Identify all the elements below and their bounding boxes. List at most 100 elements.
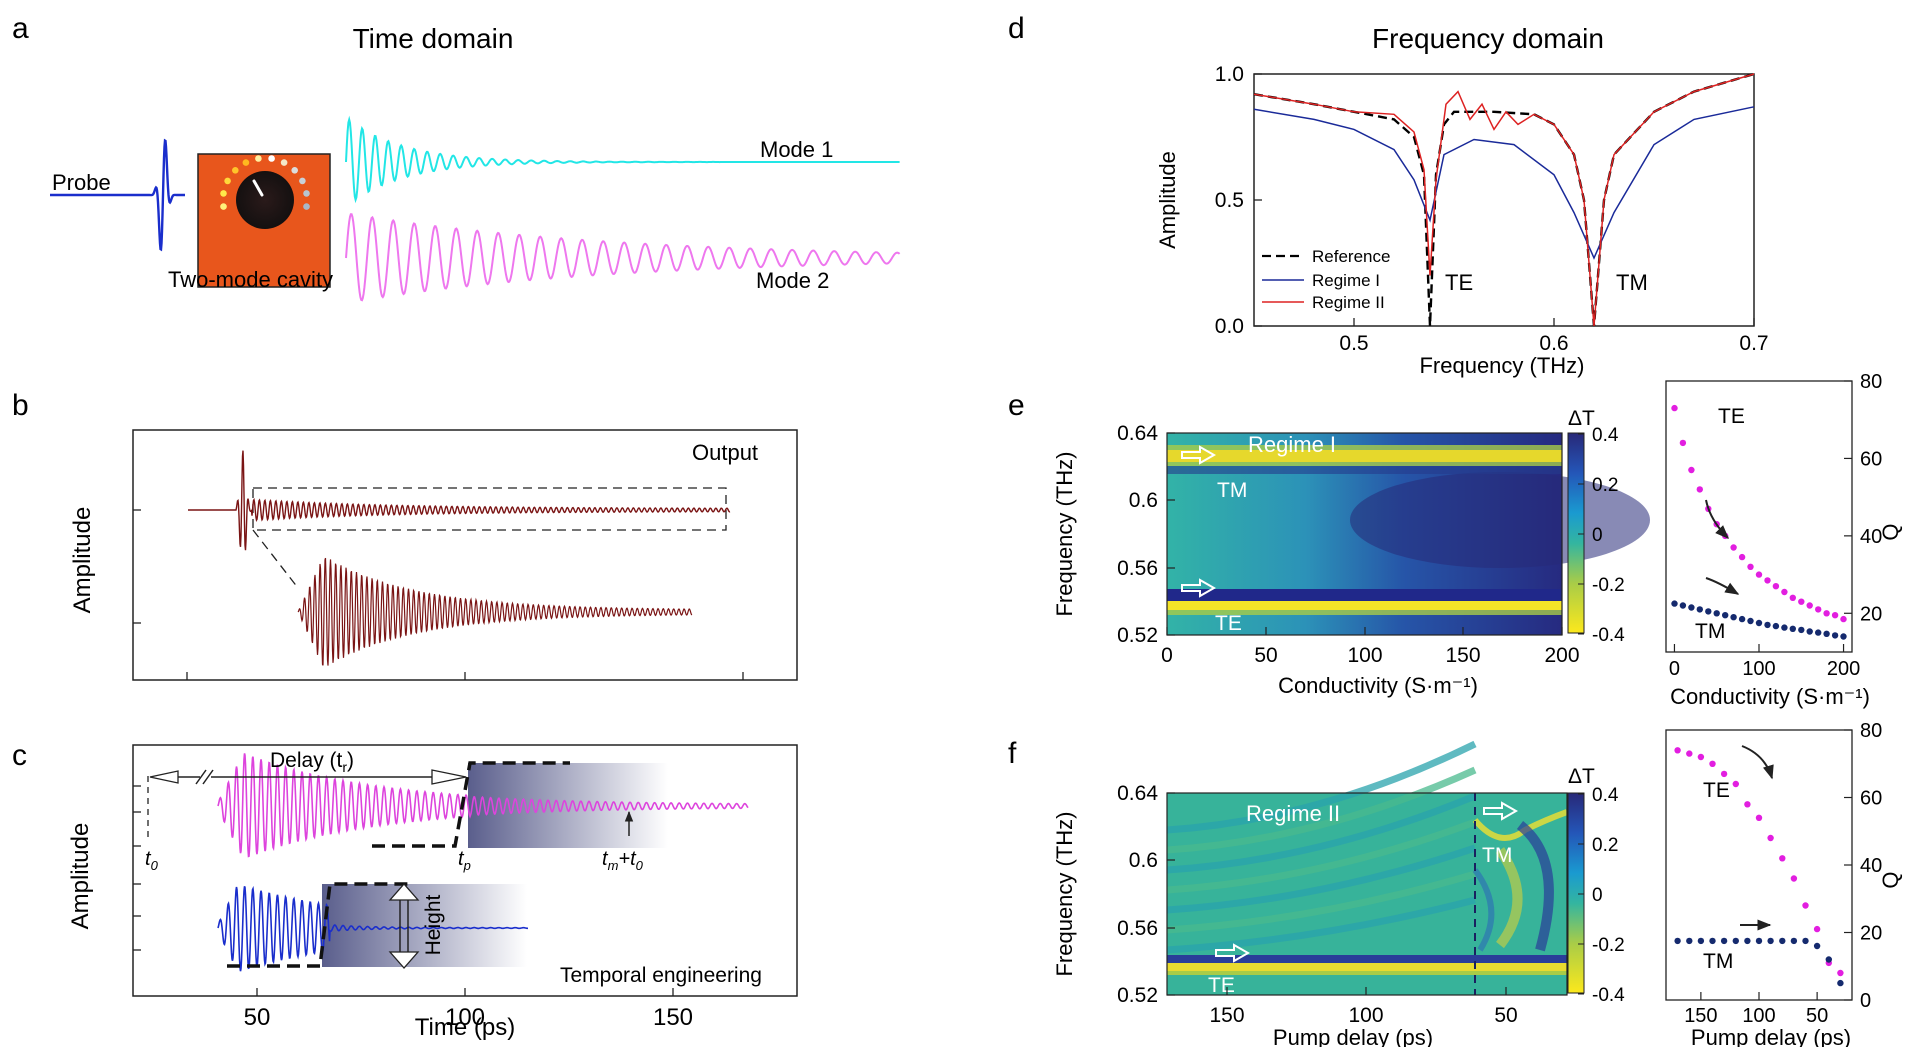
q-e-xtick: 0	[1669, 658, 1680, 680]
panel-f-ylabel: Frequency (THz)	[1052, 811, 1077, 976]
q-point-te	[1806, 602, 1813, 609]
panel-e-xtick: 200	[1544, 644, 1579, 667]
panel-f-ytick: 0.52	[1117, 984, 1158, 1007]
time-window-top	[468, 763, 668, 848]
panel-f-xtick: 150	[1209, 1004, 1244, 1027]
q-point-tm	[1747, 617, 1754, 625]
q-point-tm	[1825, 956, 1833, 963]
panel-e-ytick: 0.56	[1117, 557, 1158, 580]
step-window-bottom	[227, 882, 410, 968]
panel-c-xtick: 50	[244, 1004, 271, 1031]
panel-e-xtick: 100	[1347, 644, 1382, 667]
q-e-ytick: 80	[1860, 371, 1882, 393]
panel-d-ytick: 0.5	[1215, 189, 1244, 212]
q-point-tm	[1720, 937, 1728, 945]
q-f-xtick: 50	[1806, 1005, 1828, 1027]
colorbar-tick: -0.2	[1592, 935, 1625, 956]
panel-d: d Frequency domain Amplitude 0.5 0.6 0.70.…	[1008, 12, 1769, 378]
q-point-tm	[1798, 626, 1805, 634]
dial-dot	[299, 177, 306, 185]
q-point-tm	[1744, 937, 1751, 945]
colorbar-tick: 0	[1592, 525, 1603, 546]
q-f-xtick: 150	[1684, 1005, 1717, 1027]
panel-c-xticks: 50 100 150	[244, 988, 693, 1031]
q-point-tm	[1837, 979, 1844, 987]
panel-d-legend: Reference Regime I Regime II	[1262, 247, 1390, 312]
colorbar-tick: -0.4	[1592, 985, 1625, 1006]
panel-e-ytick: 0.52	[1117, 624, 1158, 647]
q-e-xtick: 100	[1742, 658, 1775, 680]
panel-letter-a: a	[12, 12, 29, 45]
colorbar-f-ticks: 0.4 0.2 0 -0.2 -0.4	[1578, 785, 1625, 1006]
q-point-te	[1686, 750, 1693, 757]
q-plot-e-ticks: 0 100 200 80 60 40 20	[1669, 371, 1882, 680]
dial-dot	[232, 167, 239, 174]
probe-label: Probe	[52, 170, 111, 195]
q-point-tm	[1688, 604, 1695, 611]
dial-dot	[224, 177, 231, 185]
q-point-tm	[1767, 937, 1774, 945]
panel-letter-e: e	[1008, 389, 1025, 422]
q-point-te	[1755, 814, 1763, 821]
panel-a-title: Time domain	[353, 23, 514, 54]
legend-regime-2: Regime II	[1312, 293, 1385, 312]
q-point-te	[1696, 486, 1704, 493]
delay-label: Delay (tr)	[270, 749, 354, 775]
panel-d-xtick: 0.5	[1339, 332, 1368, 355]
q-point-tm	[1730, 614, 1737, 621]
q-point-te	[1697, 753, 1705, 761]
q-point-te	[1831, 612, 1839, 619]
panel-d-xlabel: Frequency (THz)	[1419, 353, 1584, 378]
colorbar-f-label: ΔT	[1568, 765, 1595, 788]
q-e-ytick: 20	[1860, 603, 1882, 625]
series-line-reference	[1253, 72, 1755, 327]
panel-e-xtick: 150	[1445, 644, 1480, 667]
panel-c-ticks	[133, 785, 141, 951]
panel-letter-b: b	[12, 389, 29, 422]
q-point-tm	[1755, 937, 1763, 945]
q-plot-e-points	[1671, 404, 1847, 640]
series-line-regime-i	[1253, 106, 1755, 260]
q-point-tm	[1764, 621, 1771, 629]
mode-1-label: Mode 1	[760, 137, 833, 162]
dial-dot	[242, 159, 250, 166]
q-te-label-f: TE	[1703, 779, 1730, 802]
te-label-f: TE	[1208, 974, 1235, 997]
panel-a: a Time domain Probe Two-mode cavity Mode…	[12, 12, 901, 302]
q-point-tm	[1802, 937, 1809, 945]
q-f-ytick: 60	[1860, 788, 1882, 810]
q-point-tm	[1696, 606, 1704, 613]
colorbar-e-label: ΔT	[1568, 407, 1595, 430]
q-point-tm	[1823, 630, 1830, 637]
q-te-label-e: TE	[1718, 405, 1745, 428]
panel-d-ticks: 0.5 0.6 0.7 0.0 0.5 1.0	[1215, 63, 1769, 355]
zoom-leader	[252, 529, 299, 589]
q-point-tm	[1697, 937, 1705, 945]
q-point-tm	[1815, 629, 1822, 636]
tm-label-d: TM	[1616, 270, 1648, 295]
q-point-te	[1772, 583, 1780, 590]
q-tm-label-e: TM	[1695, 620, 1725, 643]
panel-e-ylabel: Frequency (THz)	[1052, 451, 1077, 616]
panel-d-xtick: 0.6	[1539, 332, 1568, 355]
q-point-tm	[1674, 937, 1681, 945]
legend-reference: Reference	[1312, 247, 1390, 266]
colorbar-tick: -0.4	[1592, 625, 1625, 646]
q-plot-e-ylabel: Q	[1878, 523, 1903, 540]
q-plot-f-ylabel: Q	[1878, 871, 1903, 888]
q-point-tm	[1781, 624, 1788, 631]
heatmap-f	[1166, 740, 1569, 995]
heatmap-e	[1167, 433, 1650, 635]
regime-1-label: Regime I	[1248, 432, 1336, 457]
q-point-te	[1837, 969, 1844, 977]
panel-letter-c: c	[12, 739, 27, 772]
dial-dot	[220, 190, 227, 197]
q-point-te	[1789, 594, 1797, 601]
q-e-ytick: 40	[1860, 526, 1882, 548]
panel-f-xlabel: Pump delay (ps)	[1273, 1025, 1433, 1047]
panel-f-xtick: 100	[1348, 1004, 1383, 1027]
legend-regime-1: Regime I	[1312, 271, 1380, 290]
q-f-ytick: 0	[1860, 990, 1871, 1012]
panel-f-ticks: 150 100 50 0.64 0.6 0.56 0.52	[1117, 782, 1518, 1027]
colorbar-tick: 0.2	[1592, 835, 1618, 856]
